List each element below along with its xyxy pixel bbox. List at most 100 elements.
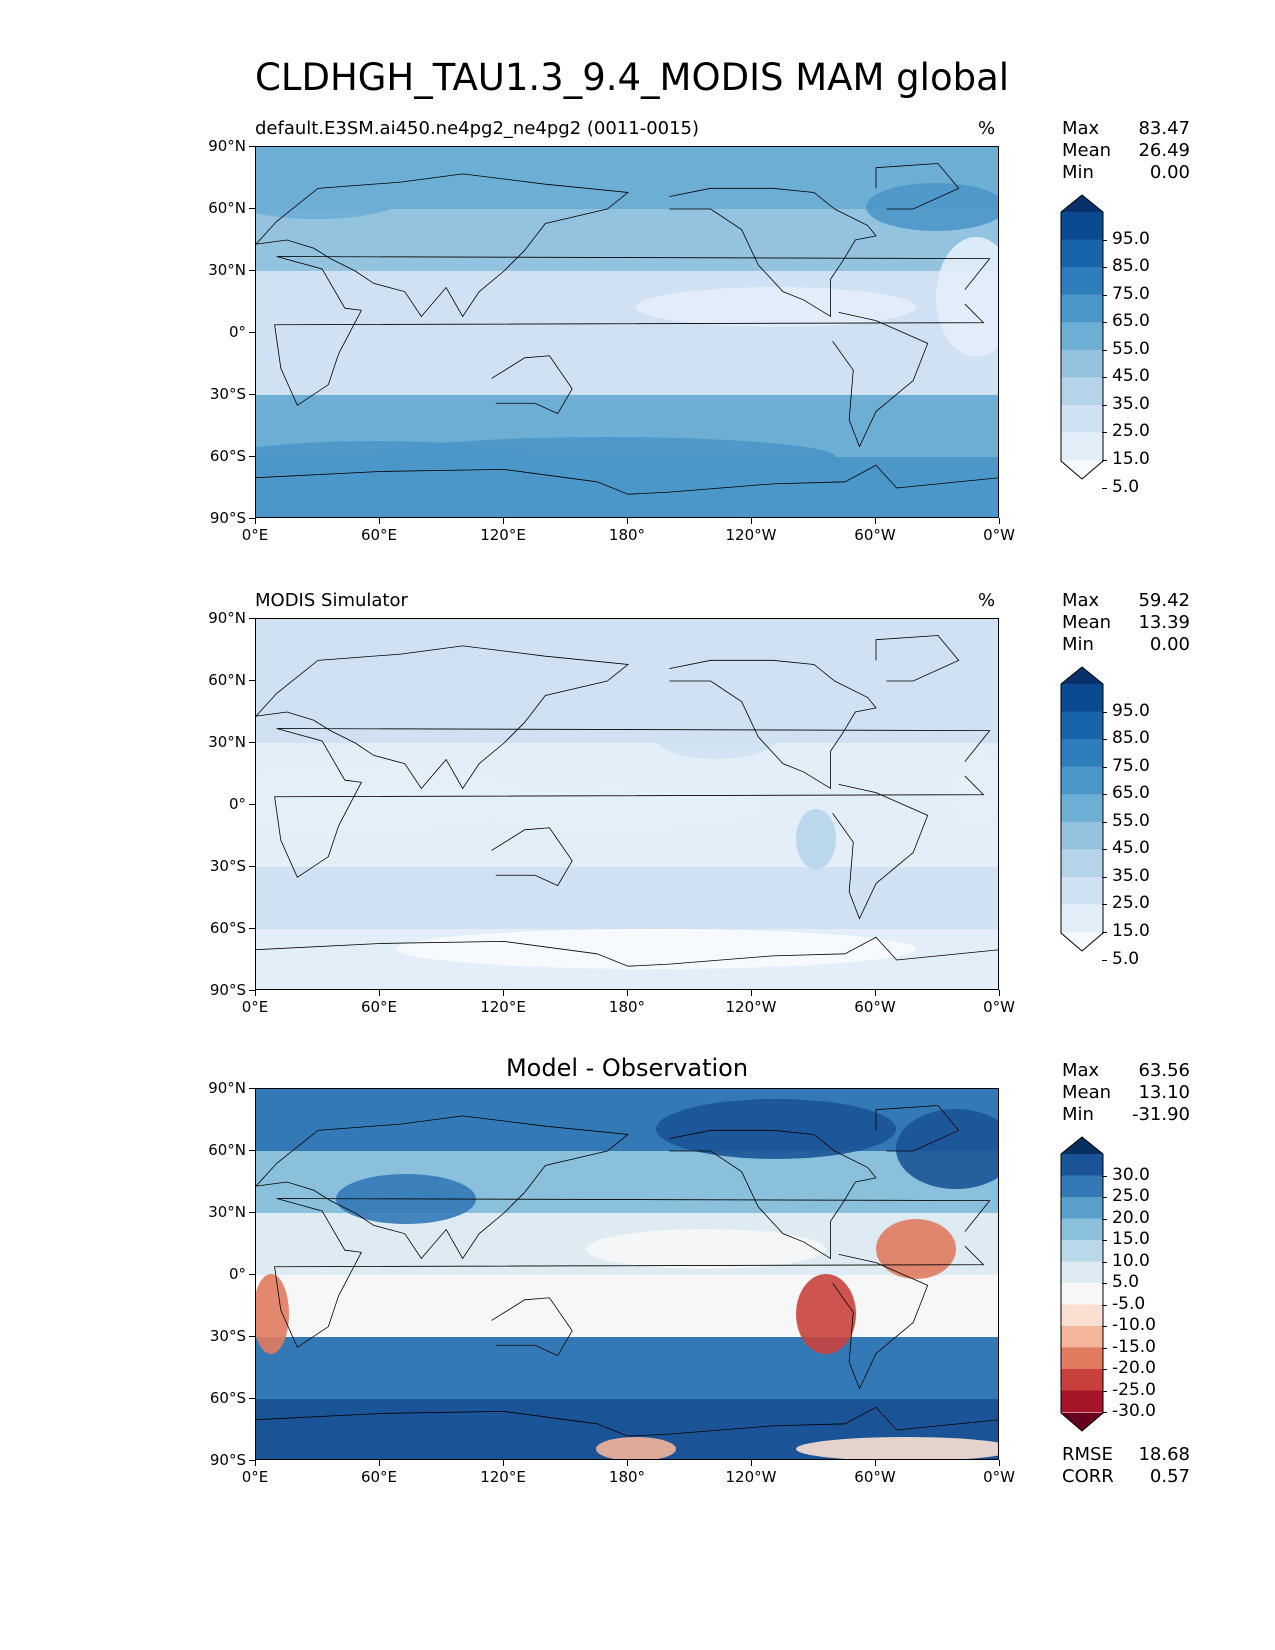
colorbar-tick-label: 5.0 xyxy=(1112,948,1140,969)
x-tick-label: 0°E xyxy=(241,998,269,1016)
x-tick xyxy=(503,990,504,996)
colorbar-tick-label: 25.0 xyxy=(1112,421,1150,442)
y-tick-label: 0° xyxy=(228,1265,246,1283)
x-tick-label: 180° xyxy=(608,1468,646,1486)
x-tick xyxy=(627,1460,628,1466)
stat-max: Max 83.47 xyxy=(1062,118,1190,140)
x-tick-label: 120°W xyxy=(725,526,777,544)
units-label: % xyxy=(978,590,996,611)
y-tick xyxy=(249,680,255,681)
colorbar-tick xyxy=(1102,959,1107,961)
colorbar-segment xyxy=(1061,904,1103,933)
x-tick xyxy=(751,1460,752,1466)
colorbar-tick xyxy=(1102,1197,1107,1198)
colorbar-extend-min xyxy=(1061,933,1103,951)
y-tick-label: 90°N xyxy=(208,1079,246,1097)
y-tick xyxy=(249,332,255,333)
colorbar-tick-label: 55.0 xyxy=(1112,810,1150,831)
colorbar-segment xyxy=(1061,1283,1103,1305)
map-plot xyxy=(255,1088,999,1460)
stat-value: 59.42 xyxy=(1138,590,1190,611)
field-feature xyxy=(256,1274,289,1354)
y-tick xyxy=(249,1212,255,1213)
colorbar-tick-label: 95.0 xyxy=(1112,700,1150,721)
coastline xyxy=(875,1105,960,1152)
map-svg xyxy=(256,619,998,989)
metrics-box: RMSE 18.68 CORR 0.57 xyxy=(1062,1444,1190,1488)
y-tick-label: 90°N xyxy=(208,137,246,155)
x-tick xyxy=(875,518,876,524)
colorbar-segment xyxy=(1061,322,1103,351)
x-tick-label: 0°E xyxy=(241,526,269,544)
field-feature xyxy=(466,785,766,833)
colorbar-tick-label: 85.0 xyxy=(1112,728,1150,749)
colorbar-tick xyxy=(1102,821,1107,823)
lat-band xyxy=(256,333,998,396)
colorbar-tick-label: -15.0 xyxy=(1112,1336,1156,1357)
stat-label: Max xyxy=(1062,1060,1100,1081)
y-tick xyxy=(249,928,255,929)
x-tick xyxy=(503,1460,504,1466)
colorbar-segment xyxy=(1061,711,1103,740)
coastline xyxy=(256,936,998,967)
colorbar-tick-label: -5.0 xyxy=(1112,1293,1146,1314)
stats-box: Max 83.47 Mean 26.49 Min 0.00 xyxy=(1062,118,1190,184)
field-feature xyxy=(796,1437,998,1459)
colorbar-tick xyxy=(1102,1390,1107,1392)
x-tick-label: 60°E xyxy=(360,1468,398,1486)
field-feature xyxy=(586,1229,826,1269)
lat-band xyxy=(256,1275,998,1338)
colorbar-tick xyxy=(1102,1261,1107,1263)
y-tick xyxy=(249,990,255,991)
colorbar-tick-label: 35.0 xyxy=(1112,865,1150,886)
colorbar-tick xyxy=(1102,1369,1107,1370)
colorbar-segment xyxy=(1061,1197,1103,1219)
x-tick xyxy=(627,518,628,524)
colorbar-segment xyxy=(1061,766,1103,795)
colorbar-segment xyxy=(1061,821,1103,850)
x-tick xyxy=(751,990,752,996)
colorbar-tick-label: 75.0 xyxy=(1112,283,1150,304)
x-tick xyxy=(999,518,1000,524)
panel-title: MODIS Simulator xyxy=(255,590,408,611)
colorbar-tick xyxy=(1102,1326,1107,1327)
colorbar-tick-label: 65.0 xyxy=(1112,311,1150,332)
colorbar-tick xyxy=(1102,432,1107,434)
stat-value: 83.47 xyxy=(1138,118,1190,139)
field-feature xyxy=(636,287,916,327)
coastline xyxy=(491,1297,573,1357)
y-tick xyxy=(249,804,255,805)
x-tick xyxy=(999,990,1000,996)
x-tick xyxy=(875,1460,876,1466)
stat-value: 26.49 xyxy=(1138,140,1190,161)
colorbar-segment xyxy=(1061,794,1103,823)
stat-label: Mean xyxy=(1062,612,1112,633)
colorbar-tick-label: 65.0 xyxy=(1112,783,1150,804)
x-tick-label: 0°E xyxy=(241,1468,269,1486)
colorbar-tick xyxy=(1102,239,1107,241)
coastline xyxy=(256,1406,998,1437)
metric-label: RMSE xyxy=(1062,1444,1113,1465)
colorbar-tick-label: -20.0 xyxy=(1112,1358,1156,1378)
coastline xyxy=(832,783,929,920)
metric-value: 0.57 xyxy=(1149,1466,1190,1487)
colorbar-tick-label: 15.0 xyxy=(1112,1229,1150,1249)
field-feature xyxy=(256,1405,756,1433)
lat-band xyxy=(256,1337,998,1400)
colorbar-segment xyxy=(1061,1240,1103,1262)
colorbar-tick xyxy=(1102,487,1107,489)
stat-min: Min -31.90 xyxy=(1062,1104,1190,1126)
colorbar-tick-label: 25.0 xyxy=(1112,893,1150,914)
coastlines xyxy=(256,1105,998,1437)
colorbar-segment xyxy=(1061,1218,1103,1241)
field-feature xyxy=(876,1219,956,1279)
x-tick xyxy=(503,518,504,524)
y-tick xyxy=(249,1460,255,1461)
field-feature xyxy=(256,441,526,473)
x-tick xyxy=(255,990,256,996)
colorbar-tick-label: -10.0 xyxy=(1112,1315,1156,1335)
y-tick xyxy=(249,518,255,519)
field-feature xyxy=(596,1437,676,1459)
x-tick-label: 120°W xyxy=(725,1468,777,1486)
y-tick-label: 0° xyxy=(228,795,246,813)
